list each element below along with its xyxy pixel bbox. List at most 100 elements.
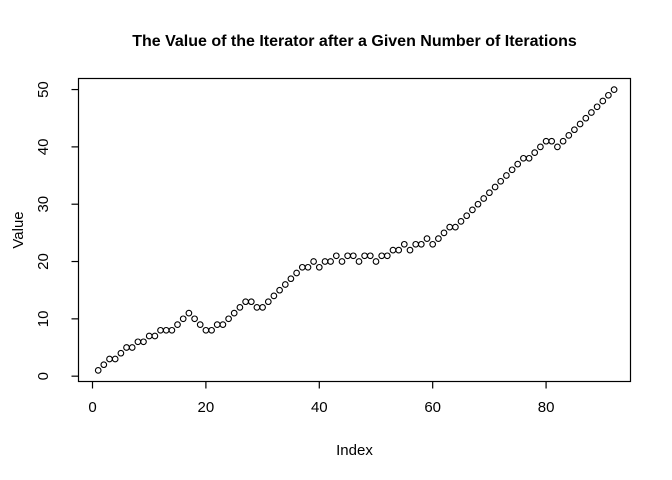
data-points (94, 86, 618, 374)
x-axis: 0 20 40 60 80 (88, 381, 555, 416)
data-point (429, 240, 437, 248)
data-point (264, 298, 272, 306)
data-point (400, 240, 408, 248)
data-point (457, 218, 465, 225)
data-point (140, 338, 147, 346)
data-point (610, 86, 618, 93)
y-tick-label: 20 (35, 253, 52, 270)
data-point (168, 326, 176, 334)
data-point (145, 332, 153, 340)
data-point (525, 154, 533, 162)
data-point (123, 344, 130, 351)
data-point (185, 309, 193, 317)
data-point (582, 114, 590, 122)
plot-box-border (77, 77, 632, 383)
data-point (588, 109, 595, 116)
data-point (406, 246, 414, 254)
data-point (191, 315, 198, 323)
data-point (503, 172, 510, 179)
data-point (576, 120, 584, 128)
data-point (338, 258, 346, 265)
data-point (310, 258, 317, 265)
data-point (474, 200, 482, 208)
y-tick-label: 10 (35, 311, 52, 328)
y-axis: 0 10 20 30 40 50 (35, 81, 79, 380)
data-point (537, 143, 544, 151)
data-point (372, 258, 380, 265)
data-point (440, 229, 448, 237)
y-tick-label: 40 (35, 139, 52, 156)
data-point (605, 91, 612, 99)
data-point (321, 258, 329, 265)
data-point (469, 206, 476, 214)
data-point (554, 143, 561, 151)
data-point (106, 355, 113, 363)
x-tick-label: 20 (198, 399, 215, 416)
data-point (383, 252, 391, 260)
data-point (327, 258, 334, 265)
data-point (293, 269, 300, 277)
data-point (134, 338, 142, 346)
data-point (162, 326, 170, 334)
data-point (236, 304, 244, 311)
data-point (565, 132, 573, 139)
data-point (315, 263, 323, 271)
data-point (117, 349, 125, 357)
y-tick-label: 30 (35, 196, 52, 213)
data-point (559, 137, 567, 145)
data-point (599, 97, 607, 105)
data-point (213, 321, 221, 328)
data-point (491, 183, 499, 191)
data-point (355, 258, 363, 265)
data-point (366, 252, 374, 260)
data-point (128, 344, 136, 351)
data-point (100, 361, 108, 369)
data-point (287, 275, 295, 283)
data-point (412, 240, 420, 248)
data-point (151, 332, 159, 340)
y-tick-label: 0 (35, 372, 52, 380)
data-point (446, 223, 454, 231)
data-point (276, 286, 283, 294)
data-point (389, 246, 397, 254)
data-point (508, 166, 516, 174)
data-point (593, 103, 601, 111)
x-tick-label: 0 (88, 399, 96, 416)
data-point (202, 326, 210, 334)
data-point (230, 309, 238, 317)
data-point (361, 252, 368, 260)
data-point (225, 315, 232, 323)
data-point (542, 137, 550, 145)
data-point (531, 149, 539, 156)
data-point (548, 137, 556, 145)
y-axis-title: Value (10, 211, 27, 248)
data-point (423, 235, 431, 242)
chart-title: The Value of the Iterator after a Given … (132, 33, 577, 50)
data-point (242, 298, 249, 306)
data-point (247, 298, 255, 306)
data-point (111, 355, 119, 363)
y-tick-label: 50 (35, 81, 52, 98)
x-tick-label: 40 (311, 399, 328, 416)
x-tick-label: 60 (424, 399, 441, 416)
data-point (480, 195, 488, 202)
data-point (332, 252, 340, 260)
data-point (270, 292, 278, 300)
data-point (417, 240, 425, 248)
data-point (179, 315, 187, 323)
data-point (304, 263, 312, 271)
data-point (486, 189, 493, 197)
data-point (344, 252, 351, 260)
data-point (94, 367, 102, 374)
data-point (378, 252, 386, 260)
x-axis-title: Index (336, 442, 373, 459)
data-point (514, 160, 522, 168)
data-point (259, 304, 266, 311)
data-point (349, 252, 357, 260)
data-point (281, 281, 289, 288)
data-point (196, 321, 204, 328)
x-tick-label: 80 (538, 399, 555, 416)
data-point (463, 212, 471, 220)
